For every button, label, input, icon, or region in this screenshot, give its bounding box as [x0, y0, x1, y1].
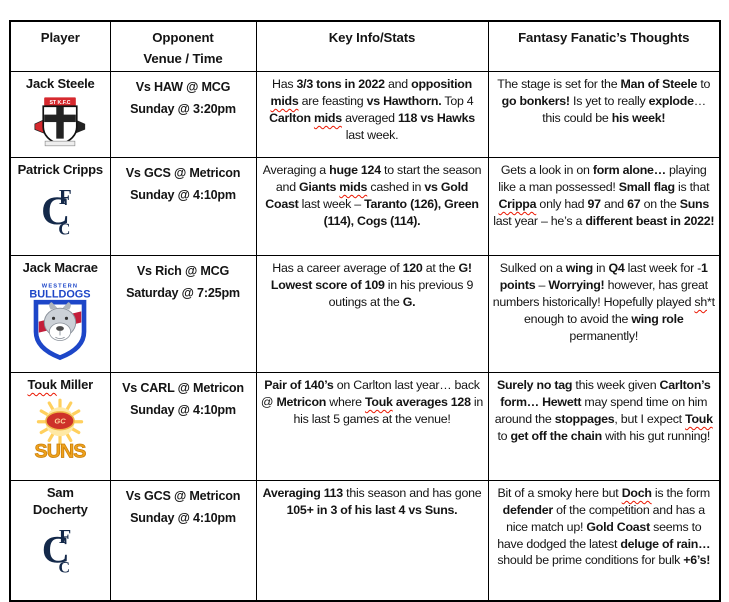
player-name: Touk Miller [27, 377, 94, 393]
thoughts-cell: Surely no tag this week given Carlton’s … [487, 372, 721, 482]
venue-cell: Vs GCS @ Metricon Sunday @ 4:10pm [109, 480, 257, 602]
header-player: Player [9, 20, 111, 73]
header-opponent: Opponent Venue / Time [109, 20, 257, 73]
venue-time: Sunday @ 3:20pm [130, 102, 236, 117]
player-name: Sam Docherty [32, 485, 88, 517]
info-cell: Averaging 113 this season and has gone 1… [255, 480, 489, 602]
thoughts-cell: The stage is set for the Man of Steele t… [487, 71, 721, 159]
svg-text:F: F [59, 185, 72, 209]
player-name: Jack Macrae [22, 260, 98, 276]
header-opponent-line1: Opponent [152, 30, 214, 45]
svg-text:C: C [42, 529, 70, 571]
suns-logo: GC SUNS [15, 397, 106, 474]
thoughts-text: The stage is set for the Man of Steele t… [497, 77, 711, 125]
player-name: Patrick Cripps [17, 162, 104, 178]
header-opponent-line2: Venue / Time [143, 51, 223, 67]
venue-time: Saturday @ 7:25pm [126, 286, 240, 301]
venue-opponent: Vs Rich @ MCG [136, 264, 230, 279]
svg-text:BULLDOGS: BULLDOGS [30, 289, 91, 301]
table-row: Patrick Cripps C F C Vs GCS @ Metricon S… [9, 157, 721, 257]
key-info-text: Averaging a huge 124 to start the season… [262, 163, 482, 228]
venue-cell: Vs CARL @ Metricon Sunday @ 4:10pm [109, 372, 257, 482]
header-key-info: Key Info/Stats [255, 20, 489, 73]
info-cell: Averaging a huge 124 to start the season… [255, 157, 489, 257]
fantasy-player-table: Player Opponent Venue / Time Key Info/St… [9, 20, 721, 602]
header-player-label: Player [40, 30, 80, 45]
venue-opponent: Vs CARL @ Metricon [122, 381, 244, 396]
player-cell: Jack Steele ST K.F.C [9, 71, 111, 159]
svg-text:ST K.F.C: ST K.F.C [50, 100, 71, 106]
header-row: Player Opponent Venue / Time Key Info/St… [9, 20, 721, 73]
table-row: Sam Docherty C F C Vs GCS @ Metricon Sun… [9, 480, 721, 602]
thoughts-text: Sulked on a wing in Q4 last week for -1 … [492, 261, 715, 343]
key-info-text: Has 3/3 tons in 2022 and opposition mids… [269, 77, 475, 142]
key-info-text: Has a career average of 120 at the G! Lo… [270, 261, 474, 309]
info-cell: Has 3/3 tons in 2022 and opposition mids… [255, 71, 489, 159]
venue-opponent: Vs GCS @ Metricon [125, 166, 241, 181]
header-thoughts-label: Fantasy Fanatic’s Thoughts [518, 30, 690, 45]
svg-text:C: C [41, 188, 70, 233]
svg-text:C: C [59, 559, 71, 575]
venue-opponent: Vs HAW @ MCG [135, 80, 231, 95]
bulldogs-logo: WESTERN BULLDOGS [15, 280, 106, 370]
table-row: Jack Macrae WESTERN BULLDOGS [9, 255, 721, 374]
player-cell: Sam Docherty C F C [9, 480, 111, 602]
thoughts-cell: Sulked on a wing in Q4 last week for -1 … [487, 255, 721, 374]
key-info-text: Averaging 113 this season and has gone 1… [262, 486, 482, 517]
header-key-info-label: Key Info/Stats [328, 30, 416, 45]
thoughts-cell: Bit of a smoky here but Doch is the form… [487, 480, 721, 602]
key-info-text: Pair of 140’s on Carlton last year… back… [260, 378, 484, 426]
st-kilda-logo: ST K.F.C [15, 96, 106, 155]
player-cell: Jack Macrae WESTERN BULLDOGS [9, 255, 111, 374]
thoughts-text: Bit of a smoky here but Doch is the form… [497, 486, 711, 568]
player-name: Jack Steele [25, 76, 95, 92]
venue-cell: Vs Rich @ MCG Saturday @ 7:25pm [109, 255, 257, 374]
header-thoughts: Fantasy Fanatic’s Thoughts [487, 20, 721, 73]
venue-cell: Vs GCS @ Metricon Sunday @ 4:10pm [109, 157, 257, 257]
thoughts-text: Gets a look in on form alone… playing li… [493, 163, 715, 228]
venue-cell: Vs HAW @ MCG Sunday @ 3:20pm [109, 71, 257, 159]
svg-text:WESTERN: WESTERN [42, 283, 78, 289]
venue-opponent: Vs GCS @ Metricon [125, 489, 241, 504]
svg-text:SUNS: SUNS [35, 440, 87, 462]
info-cell: Pair of 140’s on Carlton last year… back… [255, 372, 489, 482]
table-row: Touk Miller GC SUNS [9, 372, 721, 482]
thoughts-text: Surely no tag this week given Carlton’s … [494, 378, 713, 443]
venue-time: Sunday @ 4:10pm [130, 511, 236, 526]
venue-time: Sunday @ 4:10pm [130, 188, 236, 203]
info-cell: Has a career average of 120 at the G! Lo… [255, 255, 489, 374]
player-cell: Patrick Cripps C F C [9, 157, 111, 257]
svg-text:C: C [59, 220, 71, 239]
table-row: Jack Steele ST K.F.C Vs HAW @ MCG Sunday… [9, 71, 721, 159]
carlton-logo: C F C [15, 182, 106, 243]
venue-time: Sunday @ 4:10pm [130, 403, 236, 418]
svg-text:F: F [59, 526, 71, 548]
carlton-logo: C F C [15, 522, 106, 581]
thoughts-cell: Gets a look in on form alone… playing li… [487, 157, 721, 257]
svg-text:GC: GC [55, 417, 67, 426]
player-cell: Touk Miller GC SUNS [9, 372, 111, 482]
